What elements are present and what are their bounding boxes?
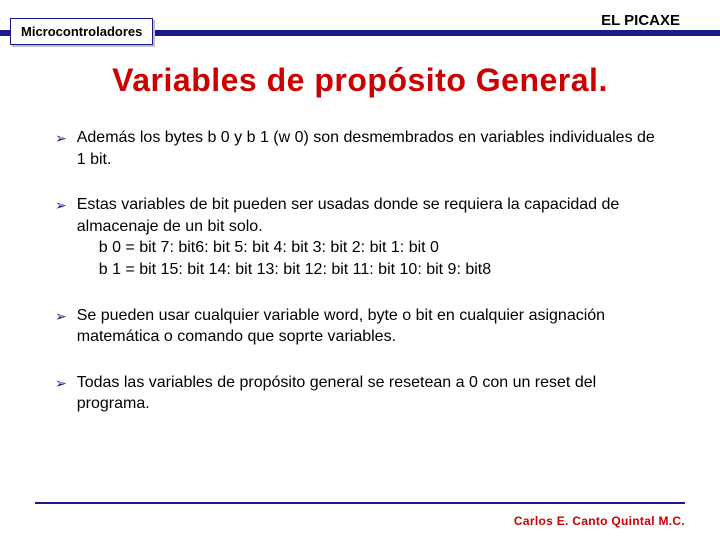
footer-author: Carlos E. Canto Quintal M.C. — [514, 514, 685, 528]
bullet-item: ➢ Se pueden usar cualquier variable word… — [55, 305, 665, 348]
top-right-label: EL PICAXE — [601, 12, 680, 29]
bullet-arrow-icon: ➢ — [55, 374, 67, 415]
bullet-text: Estas variables de bit pueden ser usadas… — [77, 194, 665, 280]
bullet-text: Además los bytes b 0 y b 1 (w 0) son des… — [77, 127, 665, 170]
bullet-item: ➢ Estas variables de bit pueden ser usad… — [55, 194, 665, 280]
bullet-sub-line: b 0 = bit 7: bit6: bit 5: bit 4: bit 3: … — [77, 237, 665, 259]
header-area: Microcontroladores EL PICAXE — [0, 0, 720, 48]
tab-label: Microcontroladores — [21, 24, 142, 39]
bullet-arrow-icon: ➢ — [55, 196, 67, 280]
bullet-text: Se pueden usar cualquier variable word, … — [77, 305, 665, 348]
bullet-item: ➢ Todas las variables de propósito gener… — [55, 372, 665, 415]
bullet-sub-line: b 1 = bit 15: bit 14: bit 13: bit 12: bi… — [77, 259, 665, 281]
bullet-arrow-icon: ➢ — [55, 307, 67, 348]
slide-title: Variables de propósito General. — [0, 62, 720, 99]
bullet-main-line: Estas variables de bit pueden ser usadas… — [77, 196, 620, 235]
bullet-text: Todas las variables de propósito general… — [77, 372, 665, 415]
tab-microcontroladores: Microcontroladores — [10, 18, 153, 45]
footer-divider — [35, 502, 685, 504]
content-area: ➢ Además los bytes b 0 y b 1 (w 0) son d… — [0, 127, 720, 415]
bullet-arrow-icon: ➢ — [55, 129, 67, 170]
bullet-item: ➢ Además los bytes b 0 y b 1 (w 0) son d… — [55, 127, 665, 170]
